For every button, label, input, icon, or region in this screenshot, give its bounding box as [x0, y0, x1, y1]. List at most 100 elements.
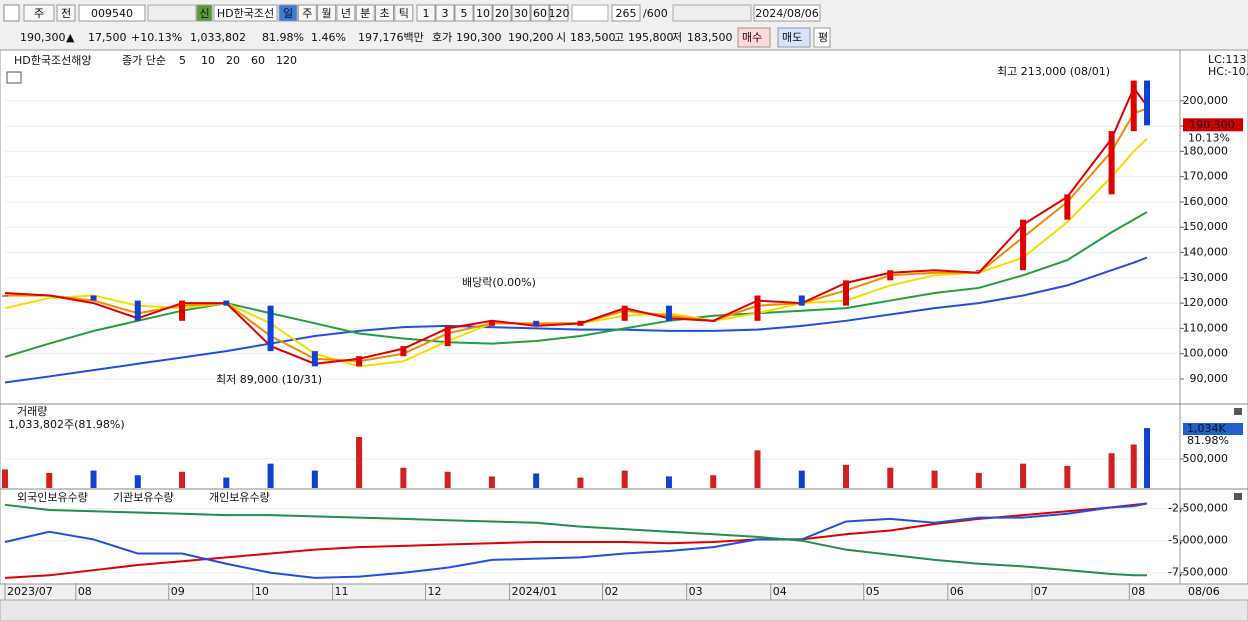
toolbar-label[interactable]: 2024/08/06 — [755, 7, 818, 20]
x-tick-label: 05 — [866, 585, 880, 598]
order-button[interactable] — [777, 27, 811, 48]
toolbar-label[interactable]: 년 — [341, 7, 351, 20]
toolbar-button[interactable] — [753, 4, 821, 22]
volume-bar — [223, 477, 230, 488]
toolbar-label[interactable]: 120 — [549, 7, 570, 20]
y-tick-label: 170,000 — [1183, 170, 1229, 183]
toolbar-button[interactable] — [375, 4, 394, 22]
table-icon[interactable] — [6, 71, 22, 84]
toolbar-button[interactable] — [454, 4, 474, 22]
toolbar-button[interactable] — [355, 4, 375, 22]
toolbar-label[interactable]: 틱 — [399, 7, 409, 20]
toolbar-label[interactable]: 20 — [495, 7, 509, 20]
toolbar-button[interactable] — [416, 4, 436, 22]
candle-body — [621, 305, 628, 321]
toolbar-button[interactable] — [317, 4, 337, 22]
quote-field: 183,500 — [687, 31, 733, 44]
toolbar-label[interactable]: 3 — [442, 7, 449, 20]
toolbar-label[interactable]: 주 — [34, 7, 44, 20]
y-tick-label: -2,500,000 — [1168, 502, 1228, 515]
volume-bar — [887, 467, 894, 488]
legend-entry: 5 — [179, 54, 186, 67]
toolbar-button[interactable] — [435, 4, 455, 22]
toolbar-label[interactable]: 일 — [283, 6, 293, 20]
y-tick-label: 140,000 — [1183, 246, 1229, 259]
toolbar-label[interactable]: 1 — [423, 7, 430, 20]
candle-body — [179, 300, 186, 321]
icon-button[interactable] — [3, 4, 20, 22]
volume-bar — [1108, 453, 1115, 488]
dropdown[interactable] — [571, 4, 609, 22]
toolbar-button[interactable] — [213, 4, 278, 22]
quote-field: 호가 — [432, 31, 452, 44]
legend-entry: 기관보유수량 — [113, 491, 174, 504]
icon-buttons[interactable] — [147, 4, 197, 22]
series-line — [4, 502, 1148, 579]
candle-body — [400, 346, 407, 357]
quote-field[interactable]: 매수 — [742, 31, 762, 44]
order-button[interactable] — [813, 27, 831, 48]
toolbar-button[interactable] — [56, 4, 76, 22]
x-tick-label: 2023/07 — [7, 585, 53, 598]
toolbar-label[interactable]: 30 — [514, 7, 528, 20]
toolbar-button[interactable] — [78, 4, 146, 22]
toolbar-button[interactable] — [473, 4, 493, 22]
toolbar-label[interactable]: 분 — [360, 7, 370, 20]
toolbar-label[interactable]: 신 — [199, 7, 209, 20]
toolbar-label[interactable]: 5 — [461, 7, 468, 20]
scrollbar[interactable] — [0, 599, 1248, 621]
y-tick-label: 120,000 — [1183, 296, 1229, 309]
x-tick-label: 09 — [171, 585, 185, 598]
toolbar-label[interactable]: 전 — [61, 7, 71, 20]
toolbar-button[interactable] — [23, 4, 55, 22]
toolbar-button[interactable] — [394, 4, 414, 22]
toolbar-button[interactable] — [196, 4, 213, 22]
icon-buttons[interactable] — [672, 4, 752, 22]
toolbar-button[interactable] — [278, 4, 298, 22]
toolbar-label[interactable]: 월 — [322, 7, 332, 20]
toolbar-label[interactable]: 주 — [302, 7, 312, 20]
quote-field[interactable]: 매도 — [782, 31, 802, 44]
toolbar-label[interactable]: HD한국조선 — [217, 7, 274, 20]
x-tick-label: 06 — [950, 585, 964, 598]
close-icon[interactable] — [1234, 493, 1242, 500]
volume-bar — [267, 463, 274, 488]
y-tick-label: -5,000,000 — [1168, 534, 1228, 547]
series-line — [4, 211, 1148, 358]
y-tick-label: 500,000 — [1183, 452, 1229, 465]
quote-field: 195,800 — [628, 31, 674, 44]
candle-body — [311, 351, 318, 367]
toolbar-button[interactable] — [336, 4, 356, 22]
candle-body — [1144, 80, 1151, 126]
toolbar-label[interactable]: 10 — [476, 7, 490, 20]
toolbar-label[interactable]: 265 — [616, 7, 637, 20]
toolbar-button[interactable] — [511, 4, 531, 22]
annotation: 최고 213,000 (08/01) — [997, 65, 1110, 78]
candle-body — [2, 295, 8, 297]
toolbar-button[interactable] — [530, 4, 550, 22]
quote-field: 고 — [614, 31, 624, 44]
order-button[interactable] — [737, 27, 771, 48]
x-tick-label: 03 — [689, 585, 703, 598]
toolbar-button[interactable] — [549, 4, 569, 22]
candle-body — [488, 320, 495, 326]
candle-body — [710, 320, 717, 322]
quote-field: 183,500 — [570, 31, 616, 44]
close-icon[interactable] — [1234, 408, 1242, 415]
candle-body — [134, 300, 141, 321]
volume-bar — [2, 469, 8, 488]
toolbar-label[interactable]: 60 — [533, 7, 547, 20]
toolbar-button[interactable] — [297, 4, 317, 22]
volume-bar — [1130, 444, 1137, 488]
toolbar-label[interactable]: 009540 — [91, 7, 133, 20]
quote-field[interactable]: 평 — [818, 31, 828, 44]
toolbar-button[interactable] — [611, 4, 641, 22]
toolbar-button[interactable] — [492, 4, 512, 22]
y-tick-label: 160,000 — [1183, 195, 1229, 208]
side-label: 190,300 — [1189, 118, 1235, 131]
toolbar-label[interactable]: 초 — [379, 7, 389, 20]
candle-body — [90, 295, 97, 301]
series-line — [4, 86, 1148, 365]
